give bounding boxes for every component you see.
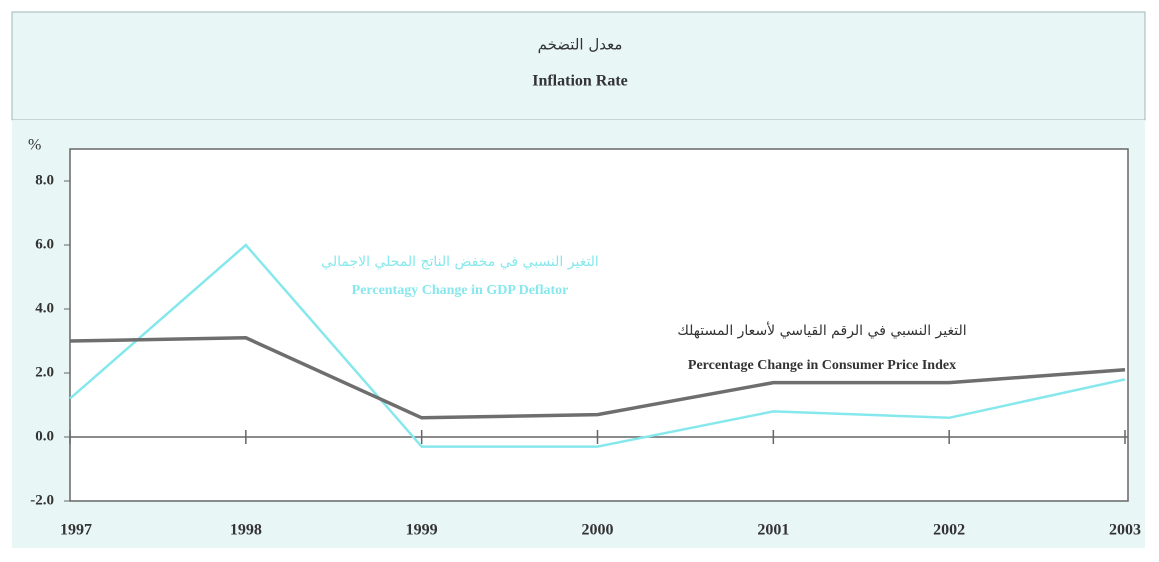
chart-title: Inflation Rate bbox=[532, 73, 628, 90]
series-label: Percentagy Change in GDP Deflator bbox=[352, 283, 569, 298]
y-tick-label: -2.0 bbox=[30, 492, 54, 508]
series-label: Percentage Change in Consumer Price Inde… bbox=[688, 358, 956, 373]
plot-area bbox=[69, 148, 1129, 502]
x-tick-label: 2000 bbox=[582, 522, 614, 539]
series-label-ar: التغير النسبي في مخفض الناتج المحلي الاج… bbox=[321, 254, 599, 270]
series-line bbox=[69, 243, 1126, 448]
header-box bbox=[11, 11, 1146, 121]
y-tick-label: 8.0 bbox=[35, 172, 54, 188]
y-axis-label: % bbox=[28, 137, 41, 154]
series-label-ar: التغير النسبي في الرقم القياسي لأسعار ال… bbox=[677, 321, 966, 339]
y-tick-label: 2.0 bbox=[35, 364, 54, 380]
x-tick-label: 1998 bbox=[230, 522, 262, 539]
x-tick-label: 1999 bbox=[406, 522, 438, 539]
x-tick-label: 2001 bbox=[757, 522, 789, 539]
y-tick-label: 6.0 bbox=[35, 236, 54, 252]
title-ar: معدل التضخم bbox=[538, 36, 623, 54]
y-tick-label: 4.0 bbox=[35, 300, 54, 316]
y-tick-label: 0.0 bbox=[35, 428, 54, 444]
x-tick-label: 2003 bbox=[1109, 522, 1141, 539]
x-tick-label: 1997 bbox=[60, 522, 92, 539]
x-tick-label: 2002 bbox=[933, 522, 965, 539]
series-line bbox=[69, 336, 1126, 420]
